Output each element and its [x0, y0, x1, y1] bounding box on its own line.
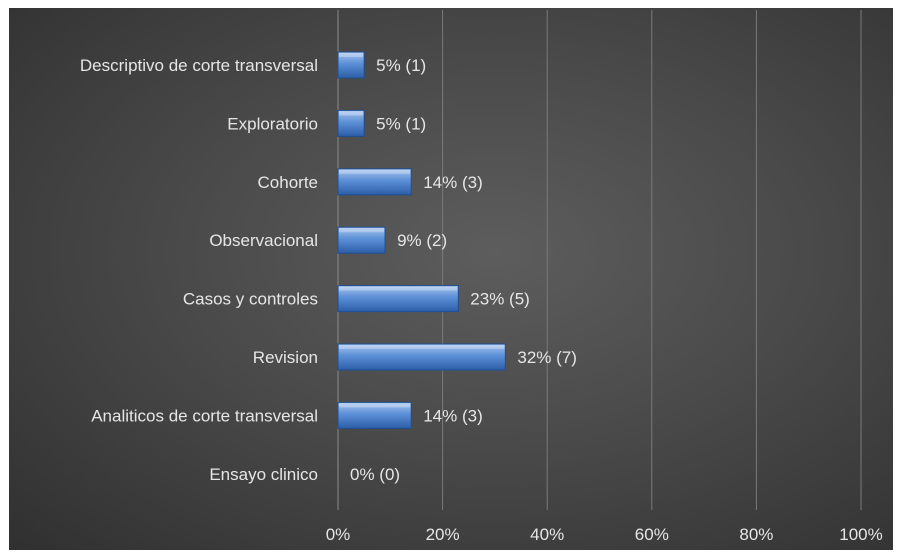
bar: [337, 285, 459, 313]
data-label: 5% (1): [376, 56, 426, 75]
bar-bevel: [339, 53, 364, 57]
bar-body: [337, 343, 506, 371]
data-label: 9% (2): [397, 231, 447, 250]
bar: [337, 109, 365, 137]
bar: [337, 168, 412, 196]
bar: [337, 51, 365, 79]
x-tick-label: 80%: [739, 525, 773, 544]
x-tick-label: 0%: [326, 525, 351, 544]
category-label: Descriptivo de corte transversal: [80, 56, 318, 75]
bar-body: [337, 51, 365, 79]
chart-background: [9, 8, 893, 550]
data-labels: 5% (1) 5% (1) 14% (3) 9% (2) 23% (5) 32% (7) 1…: [350, 56, 577, 484]
data-label: 0% (0): [350, 465, 400, 484]
category-label: Exploratorio: [227, 114, 318, 133]
bar: [337, 401, 412, 429]
data-label: 14% (3): [423, 406, 483, 425]
bar-body: [337, 168, 412, 196]
bar-body: [337, 285, 459, 313]
bar-bevel: [339, 403, 411, 408]
x-tick-label: 40%: [530, 525, 564, 544]
data-label: 14% (3): [423, 173, 483, 192]
bar-body: [337, 401, 412, 429]
data-label: 32% (7): [517, 348, 577, 367]
bar-bevel: [339, 111, 364, 116]
data-label: 5% (1): [376, 114, 426, 133]
x-tick-label: 100%: [839, 525, 882, 544]
bars: [337, 51, 506, 429]
bar-bevel: [339, 286, 458, 291]
category-label: Observacional: [209, 231, 318, 250]
bar-bevel: [339, 228, 385, 233]
data-label: 23% (5): [470, 290, 530, 309]
bar: [337, 226, 386, 254]
gridlines: [337, 10, 862, 510]
category-label: Cohorte: [258, 173, 318, 192]
category-label: Revision: [253, 348, 318, 367]
bar-bevel: [339, 169, 411, 174]
x-tick-label: 60%: [635, 525, 669, 544]
bar-body: [337, 226, 386, 254]
bar-body: [337, 109, 365, 137]
category-label: Ensayo clinico: [209, 465, 318, 484]
category-label: Analiticos de corte transversal: [91, 406, 318, 425]
bar: [337, 343, 506, 371]
category-label: Casos y controles: [183, 290, 318, 309]
x-tick-label: 20%: [426, 525, 460, 544]
x-tick-labels: 0% 20% 40% 60% 80% 100%: [326, 525, 883, 544]
category-labels: Descriptivo de corte transversal Explorat…: [80, 56, 318, 484]
bar-bevel: [339, 345, 505, 349]
